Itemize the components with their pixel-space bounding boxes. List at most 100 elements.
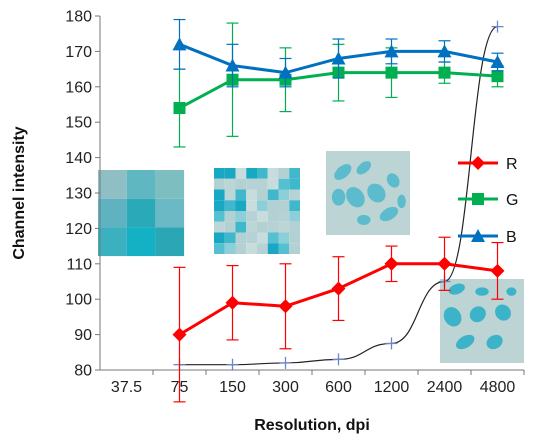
data-point-b — [490, 55, 505, 69]
legend-item-g: G — [458, 192, 518, 209]
inset-pixel — [214, 178, 225, 190]
y-tick-label: 130 — [65, 186, 92, 203]
inset-pixel — [155, 170, 185, 199]
legend-marker-r — [471, 156, 485, 170]
inset-pixel — [246, 189, 257, 201]
y-tick-label: 180 — [65, 9, 92, 26]
inset-pixel — [235, 189, 247, 201]
inset-pixel — [267, 243, 279, 254]
inset-cell — [331, 188, 346, 206]
inset-pixel — [278, 243, 290, 254]
inset-pixel — [235, 168, 247, 179]
inset-pixel — [214, 232, 225, 244]
x-tick-label: 37.5 — [111, 379, 142, 396]
inset-pixel — [278, 211, 290, 222]
inset-cell — [379, 206, 399, 222]
inset-pixel — [224, 243, 236, 254]
inset-pixel — [126, 227, 156, 257]
data-point-b — [437, 44, 452, 58]
inset-pixel — [246, 168, 257, 179]
inset-pixel — [267, 168, 279, 179]
legend-marker-g — [472, 193, 484, 205]
legend-item-b: B — [458, 229, 517, 246]
inset-pixel — [267, 189, 279, 201]
inset-cell — [397, 194, 406, 209]
data-point-r — [437, 256, 452, 271]
inset-pixel — [235, 221, 247, 233]
y-tick-label: 80 — [74, 363, 92, 380]
x-tick-label: 1200 — [374, 379, 410, 396]
inset-pixel — [246, 232, 257, 244]
inset-pixel — [235, 178, 247, 190]
black-series-line — [179, 26, 498, 366]
inset-pixel — [224, 221, 236, 233]
inset-pixel — [267, 221, 279, 233]
inset-pixel — [235, 232, 247, 244]
data-point-r — [278, 299, 293, 314]
inset-blurred-cells — [326, 151, 410, 235]
data-point-r — [172, 327, 187, 342]
inset-pixel — [246, 243, 257, 254]
data-point-g — [438, 66, 451, 79]
inset-cell — [356, 161, 372, 175]
y-tick-label: 120 — [65, 221, 92, 238]
inset-pixel — [246, 211, 257, 222]
inset-pixel-grid-8x8 — [214, 168, 300, 254]
inset-pixel — [278, 189, 290, 201]
inset-pixel — [224, 178, 236, 190]
inset-pixel — [278, 200, 290, 211]
inset-cell — [455, 334, 475, 350]
inset-pixel — [267, 200, 279, 211]
inset-pixel — [214, 243, 225, 254]
series-layer — [172, 18, 505, 403]
inset-pixel — [289, 178, 300, 190]
inset-pixel — [214, 221, 225, 233]
inset-cell — [334, 164, 352, 180]
inset-pixel — [267, 211, 279, 222]
y-tick-label: 100 — [65, 292, 92, 309]
inset-pixel — [267, 232, 279, 244]
data-point-r — [331, 281, 346, 296]
x-tick-label: 300 — [272, 379, 299, 396]
legend-label-r: R — [506, 156, 518, 173]
inset-cell — [386, 173, 400, 188]
inset-pixel — [289, 189, 300, 201]
inset-pixel — [214, 211, 225, 222]
inset-cell — [346, 187, 365, 208]
inset-pixel — [257, 168, 268, 179]
data-point-b — [331, 51, 346, 65]
inset-pixel — [224, 189, 236, 201]
inset-pixel — [257, 178, 268, 190]
y-tick-label: 90 — [74, 327, 92, 344]
inset-pixel — [289, 221, 300, 233]
data-point-g — [491, 70, 504, 83]
inset-pixel — [257, 221, 268, 233]
y-tick-label: 110 — [66, 256, 92, 273]
y-tick-label: 160 — [65, 79, 92, 96]
inset-pixel — [278, 178, 290, 190]
x-tick-label: 600 — [325, 379, 352, 396]
x-axis-title: Resolution, dpi — [254, 417, 370, 434]
data-point-b — [172, 37, 187, 51]
inset-pixel — [235, 211, 247, 222]
legend: R G B — [458, 156, 518, 246]
data-point-b — [225, 58, 240, 72]
inset-cell — [486, 334, 503, 350]
inset-pixel — [155, 198, 185, 228]
inset-pixel — [214, 189, 225, 201]
series-r — [172, 236, 505, 403]
y-tick-label: 150 — [65, 115, 92, 132]
inset-pixel — [257, 211, 268, 222]
inset-sharp-cells — [440, 279, 524, 363]
inset-pixel — [246, 178, 257, 190]
inset-cell — [357, 214, 371, 225]
data-point-b — [278, 65, 293, 79]
data-point-b — [384, 44, 399, 58]
inset-cell — [475, 287, 489, 296]
inset-cell — [469, 306, 486, 323]
inset-pixel — [235, 243, 247, 254]
inset-pixel-grid-3x3 — [98, 170, 185, 257]
inset-pixel — [257, 189, 268, 201]
inset-cell — [448, 283, 465, 295]
